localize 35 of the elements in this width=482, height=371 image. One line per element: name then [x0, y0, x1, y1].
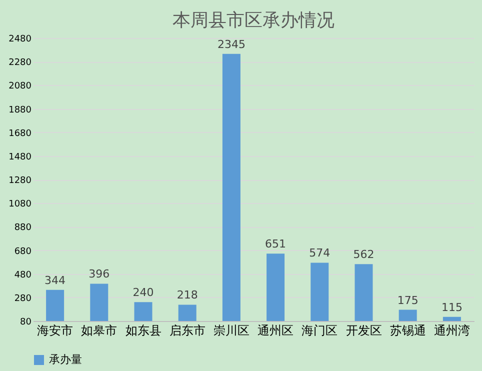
x-tick-label: 崇川区 — [213, 324, 250, 338]
legend-label: 承办量 — [49, 353, 82, 366]
data-label: 240 — [132, 286, 154, 300]
data-label: 396 — [88, 268, 110, 281]
data-label: 175 — [397, 294, 418, 307]
x-tick-label: 开发区 — [346, 324, 382, 338]
x-tick-label: 海门区 — [302, 324, 338, 338]
data-label: 651 — [265, 238, 286, 251]
y-tick-label: 1280 — [8, 176, 32, 186]
y-tick-label: 1880 — [8, 105, 32, 116]
x-tick-label: 苏锡通 — [390, 324, 426, 338]
y-tick-label: 480 — [14, 270, 32, 280]
data-label: 115 — [441, 300, 462, 314]
y-tick-label: 2480 — [8, 34, 32, 44]
data-label: 562 — [353, 248, 374, 262]
data-label: 574 — [309, 246, 330, 260]
y-tick-label: 1680 — [8, 128, 32, 139]
y-tick-label: 80 — [20, 318, 32, 328]
x-tick-label: 启东市 — [169, 324, 206, 338]
x-tick-label: 通州湾 — [434, 324, 470, 338]
y-tick-label: 880 — [14, 223, 32, 234]
y-tick-label: 2280 — [8, 58, 32, 68]
data-label: 344 — [44, 274, 66, 287]
y-tick-label: 680 — [14, 246, 32, 257]
y-tick-label: 2080 — [8, 82, 32, 92]
y-tick-label: 1080 — [8, 200, 32, 210]
x-tick-label: 如皋市 — [81, 324, 118, 338]
x-tick-label: 海安市 — [37, 324, 74, 338]
data-label: 218 — [176, 288, 198, 302]
chart-title: 本周县市区承办情况 — [172, 10, 334, 31]
y-tick-label: 280 — [14, 294, 32, 304]
data-label: 2345 — [217, 38, 246, 51]
x-tick-label: 如东县 — [125, 324, 162, 338]
y-tick-label: 1480 — [8, 152, 32, 162]
x-tick-label: 通州区 — [258, 324, 294, 338]
